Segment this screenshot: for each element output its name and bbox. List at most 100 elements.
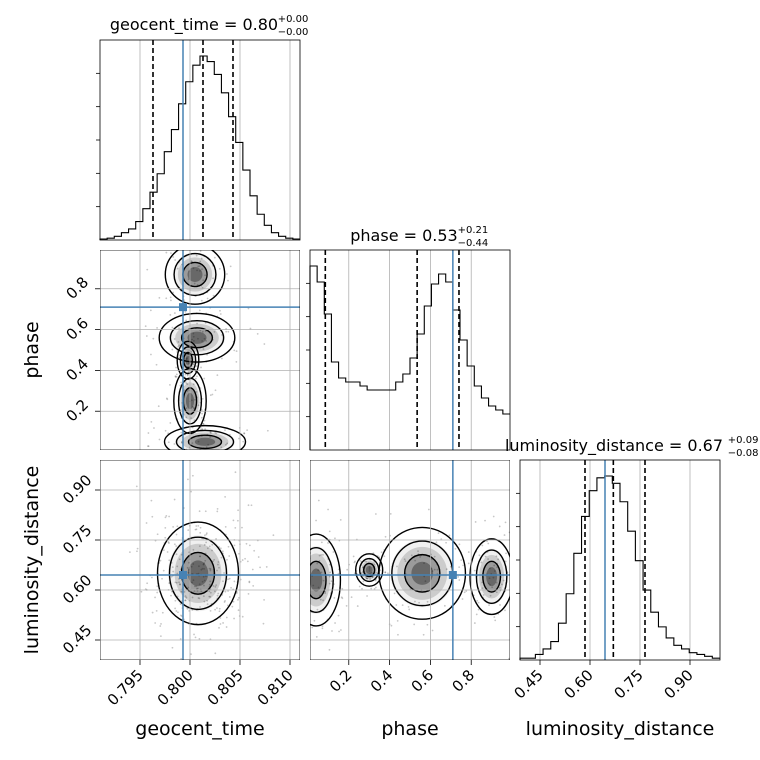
- scatter-point: [488, 604, 490, 606]
- scatter-point: [366, 577, 369, 580]
- scatter-point: [263, 598, 265, 601]
- scatter-point: [265, 566, 268, 568]
- scatter-point: [196, 322, 198, 325]
- scatter-point: [157, 405, 160, 408]
- scatter-point: [185, 407, 188, 410]
- scatter-point: [457, 576, 460, 578]
- panel-border: [519, 459, 721, 661]
- scatter-point: [249, 327, 252, 330]
- scatter-point: [192, 383, 195, 386]
- scatter-point: [499, 604, 501, 606]
- scatter-point: [236, 519, 239, 522]
- contour-line: [179, 346, 197, 375]
- scatter-point: [214, 608, 216, 611]
- scatter-point: [215, 538, 217, 540]
- scatter-point: [194, 377, 197, 380]
- contour-line: [310, 533, 342, 627]
- scatter-point: [423, 575, 426, 578]
- scatter-point: [465, 590, 468, 592]
- panel-clip: [100, 460, 300, 660]
- scatter-point: [196, 269, 198, 272]
- scatter-point: [136, 547, 139, 550]
- scatter-point: [204, 452, 206, 454]
- panel-title-plus: +0.21: [458, 225, 489, 236]
- scatter-point: [413, 623, 416, 626]
- scatter-point: [200, 568, 203, 571]
- scatter-point: [328, 530, 331, 533]
- scatter-point: [186, 383, 189, 386]
- scatter-point: [204, 321, 207, 324]
- scatter-point: [211, 549, 213, 552]
- scatter-point: [320, 541, 323, 544]
- scatter-point: [231, 605, 234, 608]
- contour-line: [475, 549, 508, 604]
- scatter-point: [484, 519, 486, 522]
- scatter-point: [183, 590, 186, 593]
- scatter-point: [198, 452, 200, 454]
- scatter-point: [307, 583, 309, 585]
- scatter-point: [193, 406, 195, 409]
- scatter-point: [237, 509, 239, 512]
- scatter-point: [427, 508, 430, 511]
- scatter-point: [184, 595, 187, 598]
- scatter-point: [393, 592, 396, 595]
- scatter-point: [436, 568, 439, 571]
- scatter-point: [407, 606, 410, 608]
- scatter-point: [209, 569, 212, 572]
- scatter-point: [156, 327, 158, 329]
- scatter-point: [389, 512, 392, 515]
- scatter-point: [454, 547, 457, 550]
- density-shade: [194, 437, 216, 446]
- scatter-point: [504, 521, 507, 524]
- contour-line: [180, 327, 214, 349]
- x-tick-label: 0.60: [560, 666, 596, 702]
- scatter-point: [190, 653, 192, 656]
- scatter-point: [341, 587, 344, 590]
- y-tick-label: 0.8: [62, 273, 92, 303]
- scatter-point: [178, 327, 180, 330]
- scatter-point: [155, 363, 158, 366]
- density-shade: [310, 560, 327, 600]
- scatter-point: [197, 597, 200, 599]
- scatter-point: [179, 583, 181, 586]
- scatter-point: [237, 598, 239, 601]
- scatter-point: [203, 562, 206, 564]
- scatter-point: [481, 544, 484, 547]
- panel-background: [100, 250, 300, 450]
- y-tick-label: 0.60: [59, 571, 95, 607]
- scatter-point: [197, 524, 200, 527]
- scatter-point: [504, 609, 506, 612]
- scatter-point: [373, 587, 376, 590]
- scatter-point: [190, 399, 193, 402]
- scatter-point: [219, 547, 222, 550]
- scatter-point: [384, 571, 387, 574]
- scatter-point: [352, 555, 355, 558]
- scatter-point: [226, 442, 229, 445]
- scatter-point: [198, 510, 201, 513]
- contour-line: [310, 547, 334, 613]
- histogram-step-line: [99, 55, 300, 240]
- scatter-point: [304, 597, 306, 599]
- density-shade: [482, 560, 501, 593]
- scatter-point: [493, 616, 496, 618]
- scatter-point: [151, 611, 154, 614]
- scatter-point: [198, 565, 200, 568]
- scatter-point: [173, 443, 176, 445]
- scatter-point: [493, 570, 496, 572]
- scatter-point: [179, 638, 182, 640]
- scatter-point: [337, 572, 340, 575]
- scatter-point: [189, 452, 191, 454]
- scatter-point: [171, 646, 174, 649]
- scatter-point: [175, 545, 178, 547]
- scatter-point: [179, 583, 181, 586]
- contour-line: [158, 312, 236, 363]
- scatter-point: [373, 563, 376, 566]
- scatter-point: [380, 551, 383, 554]
- scatter-point: [384, 571, 387, 574]
- panel-border: [309, 249, 511, 451]
- scatter-point: [158, 296, 161, 299]
- scatter-point: [253, 549, 256, 552]
- scatter-point: [203, 543, 206, 546]
- scatter-point: [186, 566, 189, 569]
- scatter-point: [257, 556, 260, 558]
